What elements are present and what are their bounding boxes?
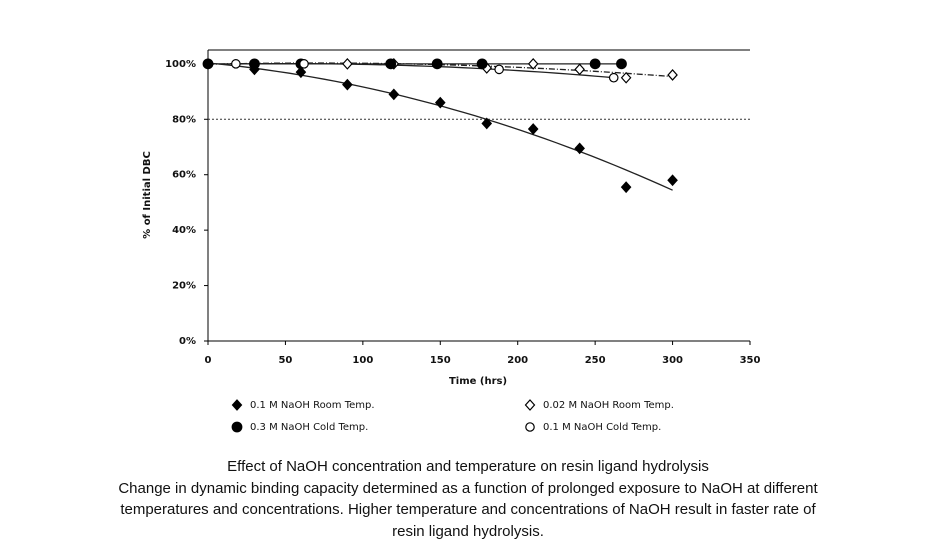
x-axis-title: Time (hrs) [449,376,507,387]
point [388,88,400,101]
x-tick-label: 100 [352,355,373,366]
trend-line [235,62,614,79]
legend-marker [231,399,243,411]
point [527,123,539,135]
point [434,96,446,109]
point [667,69,678,81]
point [616,58,627,70]
point [527,57,539,70]
point [342,57,353,70]
point [295,66,307,79]
legend-marker [525,422,535,432]
point [481,117,493,130]
x-tick-label: 50 [278,355,292,366]
legend-marker [524,399,536,411]
y-tick-label: 20% [172,281,196,292]
point [385,58,397,70]
point [667,174,678,187]
caption-line: Change in dynamic binding capacity deter… [118,480,818,497]
caption-line: resin ligand hydrolysis. [392,523,544,540]
y-tick-label: 40% [172,225,196,236]
point [574,142,585,155]
point [202,58,214,70]
x-tick-label: 200 [507,355,528,366]
point [494,64,504,75]
point [476,58,488,70]
y-tick-label: 80% [172,114,196,125]
x-tick-label: 0 [205,355,212,366]
x-tick-label: 300 [662,355,683,366]
trend-line [207,62,673,191]
x-tick-label: 350 [740,355,761,366]
point [431,58,443,70]
point [299,59,309,69]
legend-label: 0.1 M NaOH Room Temp. [250,400,375,411]
point [574,63,585,76]
y-tick-label: 0% [179,336,196,347]
point [249,58,260,70]
legend-label: 0.3 M NaOH Cold Temp. [250,422,368,433]
point [620,71,632,84]
point [620,181,632,194]
legend-label: 0.1 M NaOH Cold Temp. [543,422,661,433]
caption-title: Effect of NaOH concentration and tempera… [227,458,709,475]
y-tick-label: 100% [165,59,196,70]
caption-line: temperatures and concentrations. Higher … [120,501,816,518]
x-tick-label: 250 [585,355,606,366]
point [608,72,619,83]
point [589,58,601,70]
y-tick-label: 60% [172,170,196,181]
legend-marker [231,421,243,433]
legend-label: 0.02 M NaOH Room Temp. [543,400,674,411]
y-axis-title: % of Initial DBC [142,151,153,239]
point [231,59,241,69]
x-tick-label: 150 [430,355,451,366]
point [342,78,353,91]
